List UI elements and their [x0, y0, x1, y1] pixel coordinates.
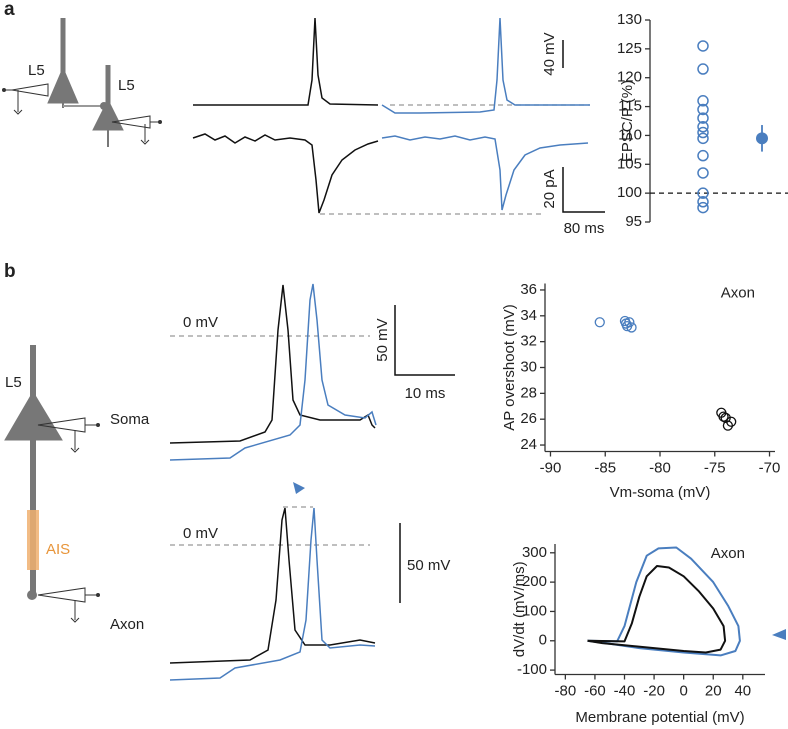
y-tick-label: 120 — [617, 69, 642, 86]
traces-a — [192, 17, 605, 215]
annotation: Axon — [721, 284, 755, 301]
annotation: Axon — [711, 545, 745, 562]
line — [587, 546, 741, 657]
point — [697, 95, 709, 107]
y-tick-label: 110 — [618, 126, 642, 143]
point — [697, 40, 709, 52]
traces-b — [169, 283, 455, 681]
line — [587, 565, 727, 654]
y-tick-label: 115 — [618, 98, 642, 115]
y-tick-label: 0 — [539, 632, 547, 649]
y-tick-label: 36 — [520, 281, 537, 298]
y-tick-label: 300 — [522, 544, 547, 561]
y-tick-label: 95 — [625, 213, 642, 230]
point — [697, 149, 709, 162]
cell-label: L5 — [28, 62, 45, 79]
y-tick-label: 105 — [617, 155, 642, 172]
mean-point — [756, 132, 768, 145]
diagram-a — [2, 18, 162, 147]
x-tick-label: -40 — [614, 682, 636, 699]
y-tick-label: -100 — [517, 661, 547, 678]
x-axis-label: Vm-soma (mV) — [610, 484, 711, 501]
scale-label: 80 ms — [564, 220, 605, 237]
panel-label: a — [4, 0, 15, 20]
x-tick-label: -80 — [649, 459, 671, 476]
x-tick-label: -70 — [759, 459, 781, 476]
x-tick-label: -90 — [540, 459, 562, 476]
point — [718, 411, 729, 422]
y-tick-label: 34 — [520, 307, 537, 324]
site-label: Axon — [110, 616, 144, 633]
x-tick-label: -20 — [643, 682, 665, 699]
y-tick-label: 100 — [522, 602, 547, 619]
diagram-b — [4, 345, 100, 623]
x-tick-label: -75 — [704, 459, 726, 476]
arrowhead — [772, 629, 786, 640]
point — [697, 103, 709, 116]
scale-label: 50 mV — [407, 557, 450, 574]
x-tick-label: -60 — [584, 682, 606, 699]
x-axis-label: Membrane potential (mV) — [575, 709, 744, 726]
x-tick-label: 0 — [679, 682, 687, 699]
point — [697, 167, 709, 179]
y-axis-label: EPSC/P (%) — [619, 80, 636, 162]
zero-label: 0 mV — [183, 314, 218, 331]
point — [697, 126, 709, 139]
point — [697, 112, 709, 124]
x-tick-label: -85 — [594, 459, 616, 476]
scale-label: 50 mV — [374, 318, 391, 361]
point — [594, 317, 605, 328]
y-tick-label: 130 — [617, 11, 642, 28]
y-tick-label: 28 — [520, 384, 537, 401]
point — [620, 318, 632, 329]
point — [697, 187, 709, 199]
point — [697, 201, 709, 214]
zero-label: 0 mV — [183, 525, 218, 542]
point — [697, 132, 709, 145]
scale-label: 20 pA — [541, 169, 558, 208]
point — [697, 121, 709, 133]
panel-label: b — [4, 261, 16, 282]
y-tick-label: 30 — [520, 358, 537, 375]
y-tick-label: 26 — [520, 410, 537, 427]
cell-label: L5 — [118, 77, 135, 94]
point — [697, 63, 709, 75]
cell-label: L5 — [5, 374, 22, 391]
y-tick-label: 200 — [522, 573, 547, 590]
x-tick-label: 20 — [705, 682, 722, 699]
scale-label: 10 ms — [405, 385, 446, 402]
y-axis-label: AP overshoot (mV) — [501, 304, 518, 430]
point — [697, 196, 709, 208]
y-axis-label: dV/dt (mV/ms) — [511, 561, 528, 657]
site-label: Soma — [110, 411, 150, 428]
x-tick-label: 40 — [734, 682, 751, 699]
y-tick-label: 100 — [617, 184, 642, 201]
y-tick-label: 125 — [617, 40, 642, 57]
x-tick-label: -80 — [555, 682, 577, 699]
y-tick-label: 24 — [520, 436, 537, 453]
y-tick-label: 32 — [520, 333, 537, 350]
site-label: AIS — [46, 541, 70, 558]
point — [726, 416, 737, 427]
scale-label: 40 mV — [541, 32, 558, 75]
